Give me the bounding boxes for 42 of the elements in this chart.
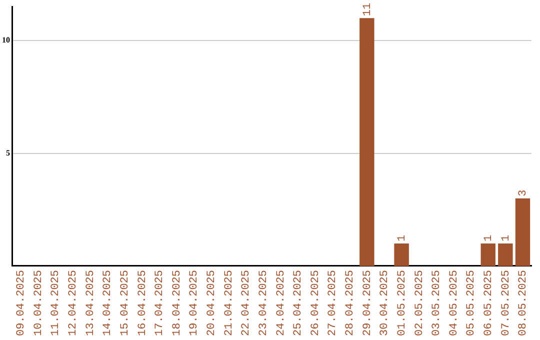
x-tick-label: 28.04.2025	[344, 270, 357, 336]
x-tick-label: 16.04.2025	[136, 270, 149, 336]
x-tick-label: 11.04.2025	[50, 270, 62, 336]
bar	[480, 243, 496, 266]
x-tick-label: 14.04.2025	[102, 270, 114, 336]
x-tick-label: 08.05.2025	[518, 270, 530, 336]
bar	[360, 18, 374, 266]
x-tick-label: 26.04.2025	[310, 270, 322, 336]
x-tick-label: 06.05.2025	[483, 270, 496, 336]
x-tick-label: 20.04.2025	[206, 270, 218, 336]
x-tick-label: 24.04.2025	[275, 270, 288, 336]
y-tick-label: 10	[2, 36, 10, 45]
x-tick-label: 13.04.2025	[84, 270, 97, 336]
data-label: 1	[396, 234, 408, 242]
x-tick-label: 12.04.2025	[68, 270, 80, 336]
x-tick-label: 03.05.2025	[431, 270, 444, 336]
x-tick-label: 18.04.2025	[171, 270, 184, 336]
x-tick-label: 05.05.2025	[466, 270, 478, 336]
x-tick-label: 01.05.2025	[396, 270, 408, 336]
x-tick-label: 29.04.2025	[362, 270, 374, 336]
x-tick-label: 09.04.2025	[16, 270, 28, 336]
x-tick-label: 02.05.2025	[414, 270, 426, 336]
y-tick-label: 5	[6, 148, 10, 158]
x-tick-label: 19.04.2025	[188, 270, 201, 336]
x-tick-label: 04.05.2025	[448, 270, 460, 336]
x-tick-label: 07.05.2025	[500, 270, 512, 336]
x-tick-label: 17.04.2025	[154, 270, 166, 336]
x-tick-label: 25.04.2025	[292, 270, 305, 336]
data-label: 1	[483, 234, 496, 242]
bar	[498, 243, 513, 266]
bar	[515, 198, 530, 266]
data-label: 3	[518, 190, 530, 196]
x-tick-label: 10.04.2025	[32, 270, 45, 336]
bar	[394, 243, 409, 266]
x-tick-label: 15.04.2025	[119, 270, 132, 336]
x-tick-label: 21.04.2025	[223, 270, 236, 336]
x-tick-label: 22.04.2025	[240, 270, 253, 336]
x-tick-label: 23.04.2025	[258, 270, 270, 336]
data-label: 1	[500, 234, 512, 242]
x-tick-label: 27.04.2025	[327, 270, 340, 336]
data-label: 11	[362, 2, 374, 16]
x-tick-label: 30.04.2025	[379, 270, 392, 336]
